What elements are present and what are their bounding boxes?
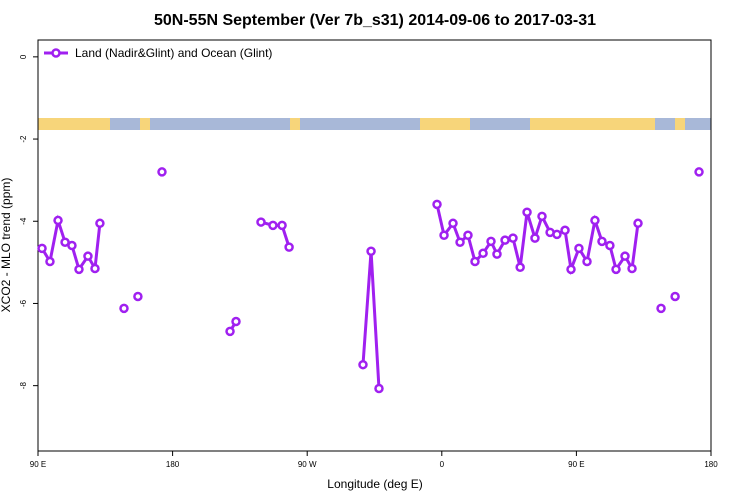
data-point xyxy=(627,263,637,274)
data-point xyxy=(560,225,570,236)
data-point xyxy=(366,246,376,257)
data-point xyxy=(492,249,502,259)
data-point xyxy=(277,220,287,231)
data-point xyxy=(620,251,630,261)
data-point xyxy=(157,167,167,177)
data-point xyxy=(225,326,235,337)
x-tick-label: 90 E xyxy=(568,460,584,469)
chart-title: 50N-55N September (Ver 7b_s31) 2014-09-0… xyxy=(154,12,596,29)
data-point xyxy=(656,303,666,314)
ocean-strip xyxy=(655,118,675,130)
x-tick-label: 90 E xyxy=(30,460,46,469)
data-point xyxy=(537,211,547,222)
y-tick-label: -4 xyxy=(19,217,28,225)
y-tick-label: -2 xyxy=(19,135,28,143)
data-point xyxy=(256,217,266,227)
data-point xyxy=(432,199,442,210)
data-point xyxy=(530,233,540,243)
ocean-strip xyxy=(300,118,420,130)
data-point xyxy=(515,262,525,273)
data-point xyxy=(231,316,241,327)
data-point xyxy=(694,167,704,177)
data-point xyxy=(90,263,100,274)
data-point xyxy=(574,243,584,254)
data-point xyxy=(566,264,576,275)
data-point xyxy=(374,383,384,394)
x-axis-label: Longitude (deg E) xyxy=(327,477,422,491)
ocean-strip xyxy=(470,118,530,130)
data-point xyxy=(53,215,63,226)
data-point xyxy=(74,264,84,275)
data-point xyxy=(470,256,480,267)
data-point xyxy=(448,218,458,229)
data-point xyxy=(95,218,105,229)
data-point xyxy=(582,256,592,267)
legend-marker xyxy=(51,48,61,58)
x-tick-label: 90 W xyxy=(298,460,317,469)
data-point xyxy=(268,220,278,231)
data-point xyxy=(284,242,294,252)
data-point xyxy=(611,264,621,275)
plot-frame xyxy=(37,39,712,452)
data-point xyxy=(37,243,47,254)
x-tick-label: 0 xyxy=(440,460,445,469)
data-point xyxy=(508,233,518,243)
ocean-strip xyxy=(685,118,711,130)
y-tick-label: -8 xyxy=(19,382,28,390)
y-tick-label: -6 xyxy=(19,299,28,307)
y-axis-label: XCO2 - MLO trend (ppm) xyxy=(0,178,13,313)
series-line xyxy=(42,172,699,389)
data-point xyxy=(486,236,496,247)
data-point xyxy=(439,230,449,240)
data-point xyxy=(590,215,600,226)
data-point xyxy=(670,291,680,302)
ocean-strip xyxy=(150,118,290,130)
x-tick-label: 180 xyxy=(166,460,180,469)
data-point xyxy=(67,240,77,251)
data-point xyxy=(522,207,532,217)
map-strip xyxy=(38,118,711,130)
data-point xyxy=(597,236,607,247)
data-point xyxy=(478,248,488,259)
data-point xyxy=(500,235,510,245)
legend-label: Land (Nadir&Glint) and Ocean (Glint) xyxy=(75,46,272,60)
data-point xyxy=(119,303,129,314)
data-point xyxy=(83,251,93,261)
data-point xyxy=(133,291,143,302)
data-point xyxy=(605,240,615,251)
y-tick-label: 0 xyxy=(19,54,28,59)
data-point xyxy=(552,229,562,240)
ocean-strip xyxy=(110,118,140,130)
x-tick-label: 180 xyxy=(704,460,718,469)
data-point xyxy=(45,256,55,267)
data-point xyxy=(358,359,368,370)
data-point xyxy=(463,230,473,240)
data-point xyxy=(455,237,465,247)
data-point xyxy=(633,218,643,229)
